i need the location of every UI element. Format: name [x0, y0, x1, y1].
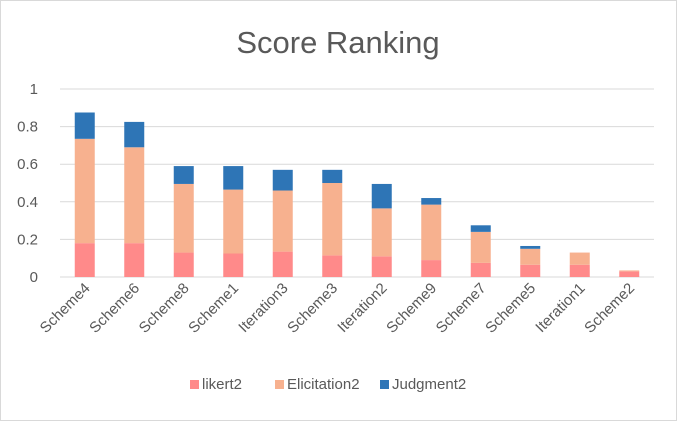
legend-swatch [190, 380, 199, 389]
bar-segment-judgment2 [272, 169, 293, 191]
bar-segment-likert2 [371, 256, 392, 277]
x-category-label: Scheme7 [433, 280, 490, 337]
x-category-label: Scheme4 [37, 280, 94, 337]
bar-segment-judgment2 [371, 183, 392, 209]
bars [74, 112, 640, 277]
legend-swatch [275, 380, 284, 389]
y-tick-label: 1 [30, 81, 38, 98]
bar-segment-judgment2 [322, 169, 343, 183]
legend: likert2 Elicitation2 Judgment2 [190, 376, 466, 393]
bar-segment-elicitation2 [421, 204, 442, 261]
y-tick-label: 0.4 [17, 194, 38, 211]
bar-segment-judgment2 [421, 198, 442, 205]
bar-segment-judgment2 [223, 166, 244, 190]
bar-segment-judgment2 [124, 121, 145, 148]
y-axis-ticks: 0 0.2 0.4 0.6 0.8 1 [17, 81, 38, 286]
bar-segment-elicitation2 [272, 190, 293, 252]
bar-segment-likert2 [272, 251, 293, 277]
x-category-label: Iteration2 [334, 280, 390, 336]
bar-segment-likert2 [619, 271, 640, 277]
x-category-label: Scheme5 [482, 280, 539, 337]
chart-title: Score Ranking [236, 25, 439, 60]
bar-segment-elicitation2 [74, 138, 95, 244]
bar-segment-elicitation2 [569, 252, 590, 265]
bar-segment-elicitation2 [619, 270, 640, 272]
legend-label: likert2 [202, 376, 242, 393]
gridlines [60, 88, 654, 278]
x-category-label: Scheme6 [86, 280, 143, 337]
legend-label: Judgment2 [392, 376, 466, 393]
bar-segment-likert2 [520, 264, 541, 277]
x-category-label: Iteration3 [235, 280, 291, 336]
bar-segment-likert2 [569, 264, 590, 277]
bar-segment-elicitation2 [173, 183, 194, 253]
bar-segment-elicitation2 [520, 248, 541, 265]
bar-segment-elicitation2 [322, 183, 343, 256]
bar-segment-likert2 [74, 243, 95, 277]
bar-segment-elicitation2 [223, 189, 244, 254]
bar-segment-likert2 [124, 243, 145, 277]
bar-segment-likert2 [223, 253, 244, 277]
x-category-label: Scheme1 [185, 280, 242, 337]
y-tick-label: 0 [30, 269, 38, 286]
x-axis-labels: Scheme4Scheme6Scheme8Scheme1Iteration3Sc… [37, 280, 638, 337]
legend-label: Elicitation2 [287, 376, 360, 393]
bar-segment-likert2 [421, 260, 442, 277]
x-category-label: Scheme2 [581, 280, 638, 337]
y-tick-label: 0.2 [17, 231, 38, 248]
bar-segment-likert2 [173, 252, 194, 277]
x-category-label: Scheme8 [136, 280, 193, 337]
bar-segment-elicitation2 [470, 231, 491, 263]
x-category-label: Scheme3 [284, 280, 341, 337]
x-category-label: Iteration1 [532, 280, 588, 336]
bar-segment-judgment2 [74, 112, 95, 139]
bar-segment-judgment2 [470, 225, 491, 232]
bar-segment-likert2 [470, 262, 491, 277]
bar-segment-elicitation2 [371, 208, 392, 257]
bar-segment-judgment2 [520, 245, 541, 249]
bar-segment-judgment2 [173, 166, 194, 184]
bar-segment-likert2 [322, 255, 343, 277]
y-tick-label: 0.6 [17, 156, 38, 173]
legend-swatch [380, 380, 389, 389]
x-category-label: Scheme9 [383, 280, 440, 337]
bar-segment-elicitation2 [124, 147, 145, 244]
y-tick-label: 0.8 [17, 119, 38, 136]
